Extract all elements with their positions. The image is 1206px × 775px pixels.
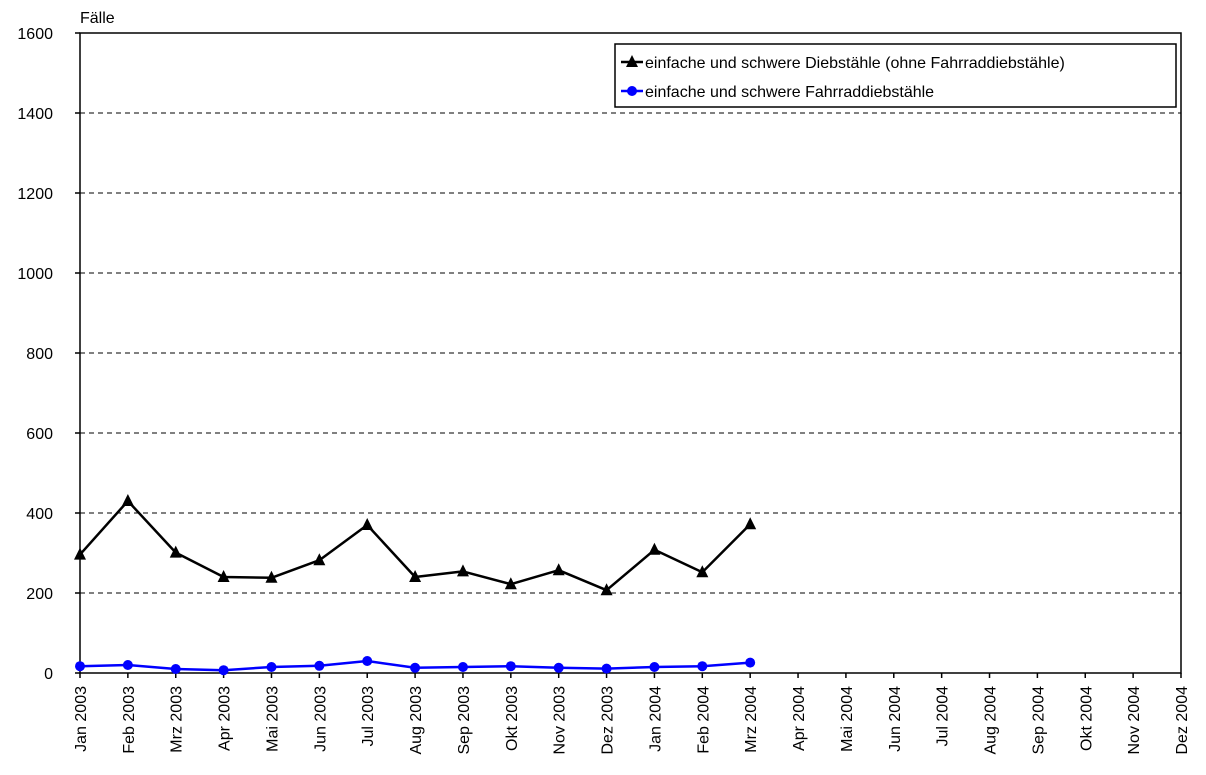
- y-axis-label: Fälle: [80, 10, 115, 27]
- data-point-triangle: [648, 542, 661, 555]
- y-tick-label: 400: [26, 506, 53, 523]
- y-tick-label: 1000: [17, 266, 53, 283]
- y-tick-label: 1200: [17, 186, 53, 203]
- x-tick-label: Sep 2003: [456, 686, 473, 755]
- x-tick-label: Sep 2004: [1030, 686, 1047, 755]
- data-point-circle: [122, 660, 133, 670]
- y-tick-label: 1400: [17, 106, 53, 123]
- data-point-circle: [745, 657, 756, 668]
- x-tick-label: Jul 2003: [360, 686, 377, 747]
- data-point-triangle: [696, 565, 709, 578]
- x-tick-label: Nov 2003: [552, 686, 569, 755]
- data-point-circle: [697, 661, 708, 672]
- data-point-triangle: [744, 517, 757, 530]
- x-tick-label: Dez 2003: [600, 686, 617, 755]
- data-point-circle: [75, 661, 85, 672]
- x-tick-label: Jan 2003: [73, 686, 90, 752]
- data-point-circle: [314, 660, 325, 671]
- y-tick-label: 0: [44, 666, 53, 683]
- data-point-circle: [410, 662, 421, 673]
- legend: einfache und schwere Diebstähle (ohne Fa…: [614, 43, 1177, 108]
- data-point-triangle: [313, 553, 326, 566]
- x-tick-label: Feb 2004: [695, 686, 712, 754]
- data-point-triangle: [169, 545, 182, 558]
- legend-marker-circle: [627, 86, 637, 96]
- data-point-triangle: [121, 494, 134, 506]
- y-tick-label: 600: [26, 426, 53, 443]
- series-layer: [74, 494, 757, 676]
- data-point-circle: [601, 663, 612, 674]
- data-point-triangle: [504, 577, 517, 590]
- data-point-triangle: [552, 563, 565, 576]
- x-tick-label: Jul 2004: [935, 686, 952, 747]
- data-point-triangle: [74, 547, 86, 560]
- data-point-triangle: [600, 583, 613, 596]
- legend-label: einfache und schwere Diebstähle (ohne Fa…: [645, 55, 1065, 72]
- x-tick-label: Mrz 2004: [743, 686, 760, 753]
- data-point-triangle: [217, 570, 230, 582]
- x-tick-label: Apr 2004: [791, 686, 808, 751]
- x-tick-label: Jun 2004: [887, 686, 904, 752]
- x-tick-label: Jan 2004: [647, 686, 664, 752]
- gridlines: [80, 112, 1181, 594]
- x-tick-label: Mrz 2003: [169, 686, 186, 753]
- x-axis-ticks: Jan 2003 Feb 2003 Mrz 2003 Apr 2003 Mai 2003…: [73, 673, 1191, 755]
- data-point-triangle: [456, 564, 469, 577]
- legend-label: einfache und schwere Fahrraddiebstähle: [645, 84, 934, 101]
- x-tick-label: Mai 2003: [264, 686, 281, 752]
- x-tick-label: Aug 2003: [408, 686, 425, 755]
- data-point-circle: [362, 656, 373, 666]
- data-point-circle: [649, 662, 660, 672]
- x-tick-label: Mai 2004: [839, 686, 856, 752]
- data-point-circle: [266, 662, 277, 672]
- x-tick-label: Aug 2004: [983, 686, 1000, 755]
- data-point-circle: [170, 664, 181, 674]
- x-tick-label: Apr 2003: [217, 686, 234, 751]
- data-point-circle: [505, 661, 516, 672]
- y-axis-ticks: 0 200 400 600 800 1000 1200 1400 1600: [17, 26, 80, 683]
- data-point-triangle: [265, 570, 278, 583]
- legend-marker-triangle: [626, 55, 638, 67]
- x-tick-label: Okt 2004: [1078, 686, 1095, 751]
- y-tick-label: 800: [26, 346, 53, 363]
- x-tick-label: Nov 2004: [1126, 686, 1143, 755]
- data-point-triangle: [361, 518, 374, 530]
- data-point-circle: [457, 662, 468, 672]
- y-tick-label: 1600: [17, 26, 53, 43]
- data-point-triangle: [409, 570, 422, 582]
- x-tick-label: Jun 2003: [312, 686, 329, 752]
- x-tick-label: Okt 2003: [504, 686, 521, 751]
- x-tick-label: Feb 2003: [121, 686, 138, 754]
- data-point-circle: [218, 665, 229, 676]
- legend-box: [614, 43, 1177, 108]
- y-tick-label: 200: [26, 586, 53, 603]
- x-tick-label: Dez 2004: [1174, 686, 1191, 755]
- data-point-circle: [553, 662, 564, 673]
